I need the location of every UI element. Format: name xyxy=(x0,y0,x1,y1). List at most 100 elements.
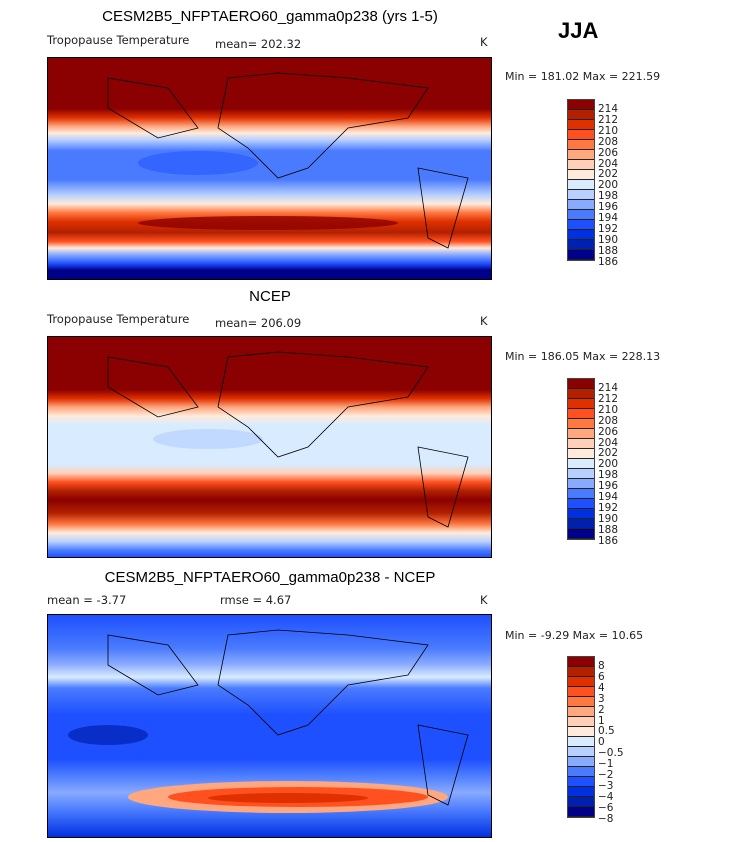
colorbar-tick-label: 186 xyxy=(598,534,619,547)
colorbar-box xyxy=(568,657,594,667)
colorbar-tick-label: 190 xyxy=(598,512,619,525)
panel2-colorbar xyxy=(567,378,595,540)
panel3-units: K xyxy=(480,593,488,607)
colorbar-box xyxy=(568,737,594,747)
colorbar-tick-label: 200 xyxy=(598,179,619,192)
colorbar-tick-label: 208 xyxy=(598,414,619,427)
panel2-units: K xyxy=(480,314,488,328)
colorbar-box xyxy=(568,727,594,737)
colorbar-tick-label: 200 xyxy=(598,458,619,471)
colorbar-tick-label: −1 xyxy=(598,758,614,771)
panel3-mean: mean = -3.77 xyxy=(47,593,127,607)
panel2-title: NCEP xyxy=(249,288,291,305)
colorbar-box xyxy=(568,677,594,687)
colorbar-tick-label: 196 xyxy=(598,480,619,493)
colorbar-tick-label: 194 xyxy=(598,491,619,503)
colorbar-box xyxy=(568,389,594,399)
colorbar-box xyxy=(568,509,594,519)
colorbar-box xyxy=(568,449,594,459)
panel1-minmax: Min = 181.02 Max = 221.59 xyxy=(505,70,661,83)
colorbar-tick-label: 3 xyxy=(598,692,605,705)
colorbar-tick-label: 2 xyxy=(598,703,605,716)
colorbar-tick-label: 214 xyxy=(598,103,619,115)
panel3-rmse: rmse = 4.67 xyxy=(220,593,292,607)
colorbar-box xyxy=(568,200,594,210)
colorbar-box xyxy=(568,180,594,190)
colorbar-tick-label: 210 xyxy=(598,403,619,416)
colorbar-box xyxy=(568,230,594,240)
colorbar-box xyxy=(568,469,594,479)
colorbar-box xyxy=(568,499,594,509)
colorbar-box xyxy=(568,687,594,697)
colorbar-tick-label: 1 xyxy=(598,714,605,727)
colorbar-box xyxy=(568,379,594,389)
colorbar-box xyxy=(568,707,594,717)
colorbar-box xyxy=(568,747,594,757)
panel2-mean: mean= 206.09 xyxy=(215,316,302,330)
colorbar-tick-label: 8 xyxy=(598,660,605,672)
colorbar-box xyxy=(568,399,594,409)
colorbar-tick-label: 204 xyxy=(598,157,619,170)
colorbar-box xyxy=(568,140,594,150)
panel2-variable: Tropopause Temperature xyxy=(47,312,190,326)
colorbar-box xyxy=(568,429,594,439)
colorbar-tick-label: 198 xyxy=(598,469,619,482)
colorbar-box xyxy=(568,797,594,807)
colorbar-tick-label: −3 xyxy=(598,779,614,792)
panel1-colorbar xyxy=(567,99,595,261)
colorbar-box xyxy=(568,170,594,180)
colorbar-box xyxy=(568,419,594,429)
colorbar-box xyxy=(568,120,594,130)
colorbar-box xyxy=(568,519,594,529)
colorbar-box xyxy=(568,240,594,250)
colorbar-tick-label: 208 xyxy=(598,135,619,148)
panel2-map xyxy=(47,336,492,558)
colorbar-tick-label: 0.5 xyxy=(598,725,615,738)
colorbar-tick-label: 214 xyxy=(598,382,619,394)
colorbar-tick-label: 204 xyxy=(598,436,619,449)
panel3-map xyxy=(47,614,492,838)
colorbar-tick-label: 210 xyxy=(598,124,619,137)
colorbar-tick-label: 190 xyxy=(598,233,619,246)
season-label: JJA xyxy=(558,18,599,43)
panel3-colorbar xyxy=(567,656,595,818)
colorbar-box xyxy=(568,220,594,230)
colorbar-tick-label: 188 xyxy=(598,523,619,536)
panel1-variable: Tropopause Temperature xyxy=(47,33,190,47)
colorbar-box xyxy=(568,439,594,449)
colorbar-box xyxy=(568,150,594,160)
colorbar-box xyxy=(568,250,594,260)
colorbar-tick-label: 196 xyxy=(598,201,619,214)
colorbar-tick-label: −8 xyxy=(598,812,614,825)
colorbar-box xyxy=(568,409,594,419)
panel1-units: K xyxy=(480,35,488,49)
panel1-title: CESM2B5_NFPTAERO60_gamma0p238 (yrs 1-5) xyxy=(102,8,438,25)
colorbar-box xyxy=(568,190,594,200)
panel1-map xyxy=(47,57,492,280)
colorbar-box xyxy=(568,717,594,727)
colorbar-tick-label: 198 xyxy=(598,190,619,203)
colorbar-tick-label: 6 xyxy=(598,670,605,683)
colorbar-tick-label: 212 xyxy=(598,392,619,405)
colorbar-box xyxy=(568,160,594,170)
colorbar-box xyxy=(568,667,594,677)
colorbar-box xyxy=(568,489,594,499)
colorbar-box xyxy=(568,757,594,767)
colorbar-box xyxy=(568,807,594,817)
colorbar-box xyxy=(568,777,594,787)
colorbar-tick-label: 0 xyxy=(598,736,605,749)
colorbar-box xyxy=(568,697,594,707)
colorbar-box xyxy=(568,529,594,539)
colorbar-tick-label: 212 xyxy=(598,113,619,126)
colorbar-tick-label: −4 xyxy=(598,790,614,803)
panel2-minmax: Min = 186.05 Max = 228.13 xyxy=(505,350,661,363)
colorbar-tick-label: −6 xyxy=(598,801,614,814)
colorbar-tick-label: −0.5 xyxy=(598,747,624,760)
colorbar-box xyxy=(568,130,594,140)
colorbar-tick-label: 192 xyxy=(598,501,619,514)
colorbar-box xyxy=(568,459,594,469)
colorbar-box xyxy=(568,100,594,110)
colorbar-box xyxy=(568,110,594,120)
colorbar-tick-label: 188 xyxy=(598,244,619,257)
colorbar-box xyxy=(568,767,594,777)
